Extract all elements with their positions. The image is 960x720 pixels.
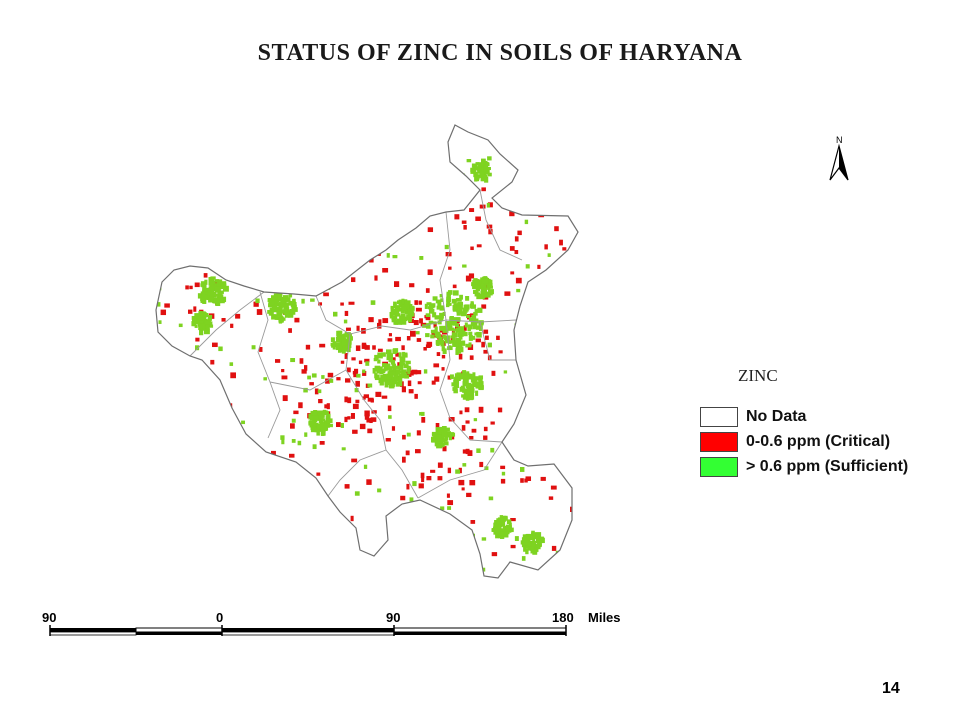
legend-swatch [700, 456, 738, 477]
scale-tick-label: 0 [216, 610, 223, 625]
legend-item-no-data: No Data [700, 404, 908, 429]
scale-tick-label: 180 [552, 610, 574, 625]
scale-tick-label: 90 [42, 610, 56, 625]
legend-item-sufficient: > 0.6 ppm (Sufficient) [700, 454, 908, 479]
legend-title: ZINC [738, 366, 778, 385]
legend-label: No Data [746, 407, 807, 425]
legend-item-critical: 0-0.6 ppm (Critical) [700, 429, 908, 454]
scale-tick-label: 90 [386, 610, 400, 625]
legend-swatch [700, 406, 738, 427]
legend-label: 0-0.6 ppm (Critical) [746, 432, 891, 450]
north-arrow-label: N [836, 135, 843, 145]
legend-label: > 0.6 ppm (Sufficient) [746, 457, 909, 475]
scale-bar: 90 0 90 180 Miles [42, 610, 621, 636]
page-number: 14 [882, 680, 900, 697]
north-arrow-icon: N [829, 135, 849, 181]
haryana-map [155, 124, 579, 579]
map-title: STATUS OF ZINC IN SOILS OF HARYANA [257, 40, 743, 66]
legend-swatch [700, 431, 738, 452]
legend: No Data 0-0.6 ppm (Critical) > 0.6 ppm (… [700, 404, 908, 479]
scale-unit: Miles [588, 610, 621, 625]
